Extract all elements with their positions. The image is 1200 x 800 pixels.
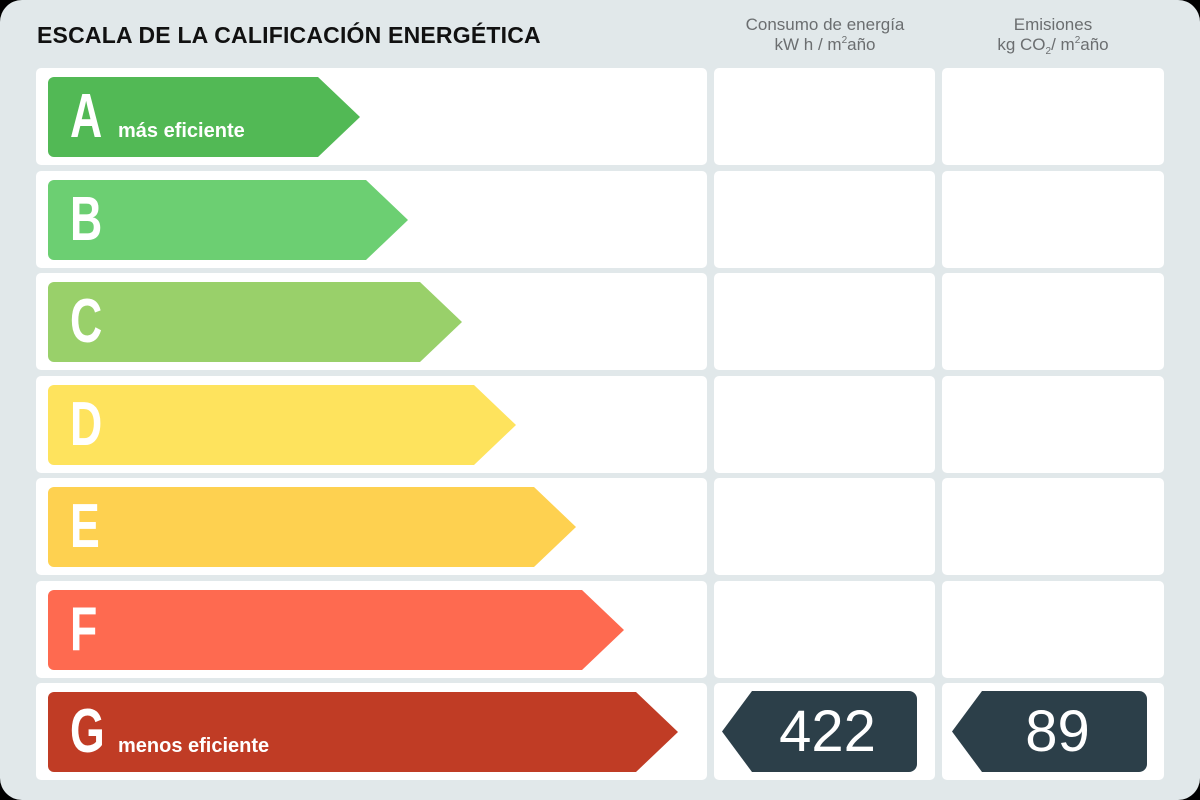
emisiones-cell-d — [942, 376, 1164, 473]
consumo-cell-c — [714, 273, 935, 370]
consumo-cell-b — [714, 171, 935, 268]
page-title: ESCALA DE LA CALIFICACIÓN ENERGÉTICA — [37, 22, 541, 48]
rating-letter: A — [70, 82, 103, 151]
rating-letter: D — [70, 390, 103, 459]
rating-letter: E — [70, 492, 100, 561]
rating-letter: B — [70, 185, 103, 254]
rating-label: menos eficiente — [118, 735, 270, 757]
emisiones-cell-a — [942, 68, 1164, 165]
consumo-cell-d — [714, 376, 935, 473]
rating-arrow-b: B — [48, 180, 408, 260]
emisiones-cell-c — [942, 273, 1164, 370]
rating-arrow-d: D — [48, 385, 516, 465]
rating-letter: F — [70, 595, 98, 664]
emisiones-cell-f — [942, 581, 1164, 678]
consumo-title: Consumo de energía — [745, 15, 905, 34]
rating-arrow-c: C — [48, 282, 462, 362]
rating-label: más eficiente — [118, 120, 245, 142]
emisiones-header: Emisiones kg CO2/ m2año — [942, 15, 1164, 57]
emisiones-cell-e — [942, 478, 1164, 575]
consumo-cell-e — [714, 478, 935, 575]
consumo-cell-f — [714, 581, 935, 678]
consumo-unit: kW h / m2año — [774, 35, 876, 54]
rating-arrow-f: F — [48, 590, 624, 670]
rating-letter: C — [70, 287, 103, 356]
emisiones-title: Emisiones — [1013, 15, 1093, 34]
emisiones-unit: kg CO2/ m2año — [997, 35, 1109, 57]
consumo-header: Consumo de energía kW h / m2año — [714, 15, 936, 55]
emisiones-cell-b — [942, 171, 1164, 268]
emisiones-value-badge: 89 — [952, 691, 1147, 772]
rating-arrow-e: E — [48, 487, 576, 567]
consumo-cell-a — [714, 68, 935, 165]
consumo-value-badge: 422 — [722, 691, 917, 772]
rating-letter: G — [70, 697, 105, 766]
